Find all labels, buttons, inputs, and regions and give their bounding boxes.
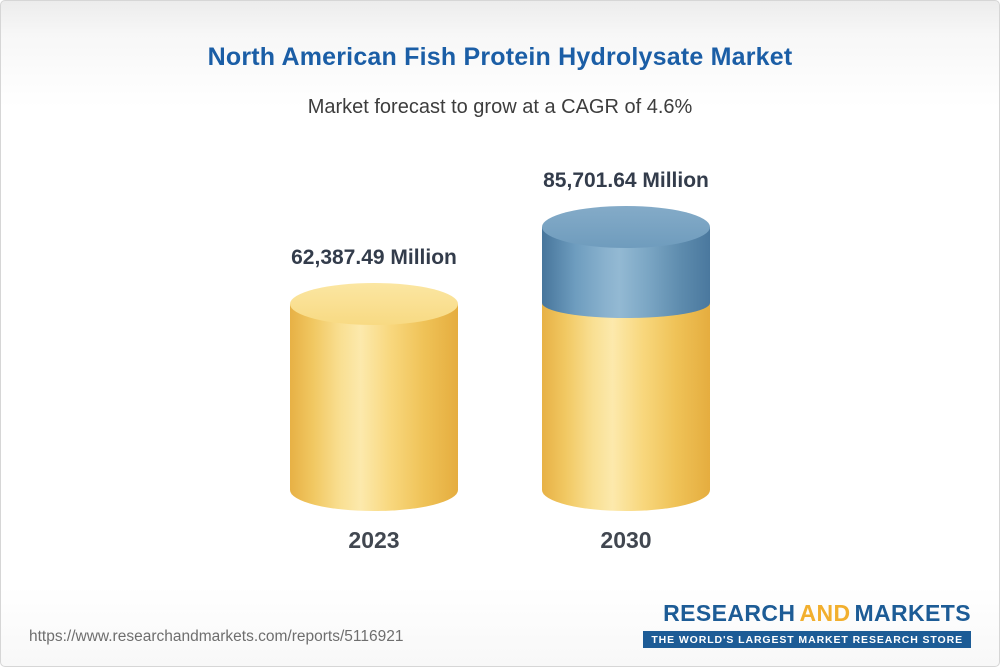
report-url: https://www.researchandmarkets.com/repor…: [29, 628, 404, 645]
category-label-2023: 2023: [348, 527, 400, 553]
cylinder-2023-body: [290, 304, 458, 511]
cylinder-2023-top: [290, 283, 458, 325]
cylinder-2023: 62,387.49 Million 2023: [290, 246, 458, 553]
value-label-2023: 62,387.49 Million: [291, 246, 457, 269]
logo-tagline: THE WORLD'S LARGEST MARKET RESEARCH STOR…: [643, 631, 971, 648]
logo-wordmark: RESEARCH AND MARKETS: [643, 600, 971, 627]
value-label-2030: 85,701.64 Million: [543, 169, 709, 192]
chart-subtitle: Market forecast to grow at a CAGR of 4.6…: [307, 96, 693, 118]
cylinder-2030: 85,701.64 Million 2030: [542, 169, 710, 553]
logo-word-and: AND: [799, 600, 851, 626]
category-label-2030: 2030: [600, 527, 652, 553]
chart-header: North American Fish Protein Hydrolysate …: [1, 43, 999, 119]
logo-word-research: RESEARCH: [663, 600, 796, 626]
chart-title: North American Fish Protein Hydrolysate …: [207, 43, 793, 71]
logo-word-markets: MARKETS: [854, 600, 971, 626]
research-and-markets-logo: RESEARCH AND MARKETS THE WORLD'S LARGEST M…: [643, 600, 971, 648]
cylinder-2030-top: [542, 206, 710, 248]
